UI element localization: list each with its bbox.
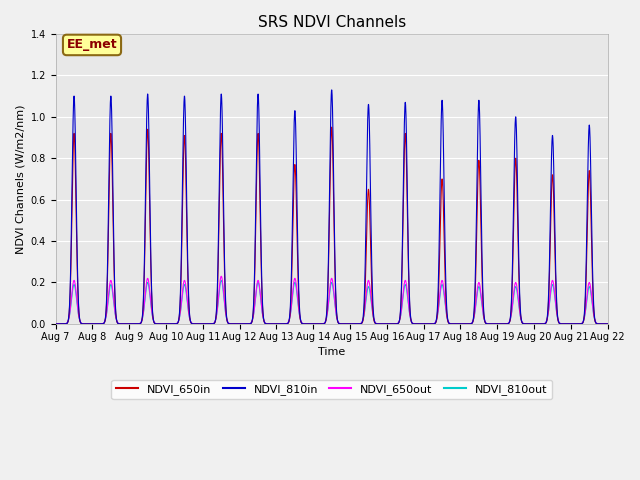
Line: NDVI_810in: NDVI_810in [56,90,608,324]
NDVI_650out [118,321,125,327]
NDVI_810in [575,321,582,327]
NDVI_810in [553,301,561,307]
NDVI_650out [550,286,558,292]
NDVI_650out [263,321,271,327]
NDVI_810in [604,321,612,327]
NDVI_650in [263,321,271,327]
NDVI_810out [397,310,405,316]
NDVI_810in [52,321,60,327]
NDVI_810in [263,321,271,327]
NDVI_810out [575,321,582,327]
NDVI_650out [604,321,612,327]
NDVI_810out [118,321,125,327]
NDVI_650in [118,321,125,327]
Y-axis label: NDVI Channels (W/m2/nm): NDVI Channels (W/m2/nm) [15,104,25,253]
NDVI_650out [52,321,60,327]
NDVI_650out [553,310,561,316]
NDVI_650in [52,321,60,327]
NDVI_650in [604,321,612,327]
NDVI_810out [604,321,612,327]
NDVI_650in [397,296,405,302]
NDVI_650in [575,321,582,327]
NDVI_650in [553,305,561,311]
NDVI_650in [550,216,558,222]
NDVI_810out [550,289,558,295]
X-axis label: Time: Time [318,347,346,357]
Line: NDVI_650out: NDVI_650out [56,276,608,324]
NDVI_810out [263,321,271,327]
NDVI_810in [328,87,335,93]
NDVI_650in [328,124,335,130]
NDVI_650out [218,274,225,279]
NDVI_810out [52,321,60,327]
Legend: NDVI_650in, NDVI_810in, NDVI_650out, NDVI_810out: NDVI_650in, NDVI_810in, NDVI_650out, NDV… [111,380,552,399]
Title: SRS NDVI Channels: SRS NDVI Channels [257,15,406,30]
NDVI_810in [118,321,125,327]
NDVI_650out [397,309,405,314]
NDVI_810in [550,189,558,194]
Line: NDVI_650in: NDVI_650in [56,127,608,324]
Line: NDVI_810out: NDVI_810out [56,280,608,324]
Text: EE_met: EE_met [67,38,117,51]
NDVI_810out [218,277,225,283]
NDVI_650out [575,321,582,327]
NDVI_810out [553,311,561,317]
NDVI_810in [397,292,405,298]
